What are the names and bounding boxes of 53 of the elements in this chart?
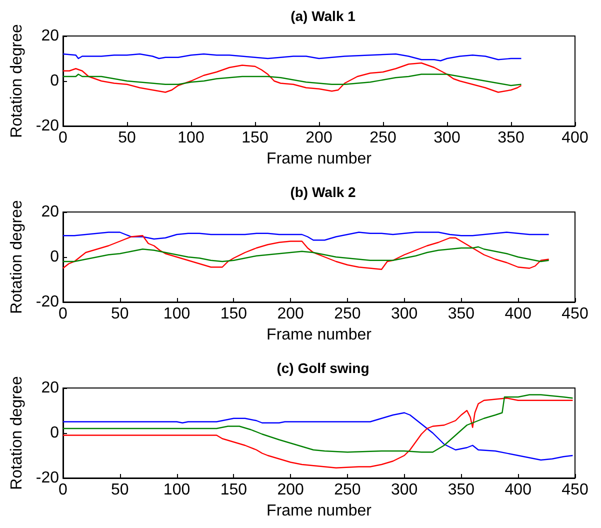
x-tick-label: 350 (448, 482, 475, 498)
x-tick-label: 100 (178, 130, 204, 146)
line-series (62, 398, 574, 468)
x-axis-title: Frame number (266, 150, 372, 168)
chart-title: (c) Golf swing (276, 360, 370, 376)
x-tick-label: 50 (110, 306, 129, 322)
x-tick-label: 100 (163, 306, 190, 322)
x-tick-label: 250 (334, 306, 361, 322)
x-tick-label: 150 (220, 482, 248, 498)
line-series (62, 394, 574, 453)
x-tick-label: 300 (390, 482, 418, 498)
y-axis-title: Rotation degree (8, 200, 26, 314)
x-tick-label: 300 (434, 130, 460, 146)
x-tick-label: 250 (370, 130, 396, 146)
line-series (62, 235, 550, 270)
x-tick-label: 450 (562, 306, 588, 322)
x-tick-label: 350 (448, 306, 475, 322)
y-tick-label: 0 (50, 424, 60, 442)
x-tick-label: 150 (220, 306, 248, 322)
y-tick-label: 0 (50, 72, 60, 90)
x-tick-label: 200 (306, 130, 332, 146)
x-tick-label: 350 (498, 130, 524, 146)
x-tick-label: 200 (277, 482, 304, 498)
y-tick-label: 20 (41, 380, 60, 396)
line-series (62, 62, 522, 93)
x-tick-label: 450 (562, 482, 588, 498)
y-tick-label: -20 (36, 118, 60, 134)
y-axis-title: Rotation degree (8, 24, 26, 138)
y-tick-label: 20 (41, 204, 60, 220)
x-tick-label: 200 (277, 306, 304, 322)
line-series (62, 232, 550, 241)
x-tick-label: 400 (504, 482, 532, 498)
x-tick-label: 150 (242, 130, 268, 146)
x-tick-label: 50 (110, 482, 129, 498)
chart-title: (a) Walk 1 (290, 8, 356, 24)
line-series (62, 412, 574, 461)
x-tick-label: 100 (163, 482, 190, 498)
line-series (62, 53, 522, 62)
x-tick-label: 400 (504, 306, 532, 322)
x-axis-title: Frame number (266, 502, 372, 520)
x-tick-label: 300 (390, 306, 418, 322)
x-tick-label: 50 (118, 130, 136, 146)
x-axis-title: Frame number (266, 326, 372, 344)
line-series (62, 74, 522, 86)
y-tick-label: -20 (36, 294, 60, 310)
x-tick-label: 400 (562, 130, 588, 146)
x-tick-label: 250 (334, 482, 361, 498)
y-tick-label: -20 (36, 470, 60, 486)
line-series (62, 246, 550, 262)
y-axis-title: Rotation degree (8, 376, 26, 490)
y-tick-label: 20 (41, 28, 60, 44)
y-tick-label: 0 (50, 248, 60, 266)
chart-title: (b) Walk 2 (290, 184, 356, 200)
